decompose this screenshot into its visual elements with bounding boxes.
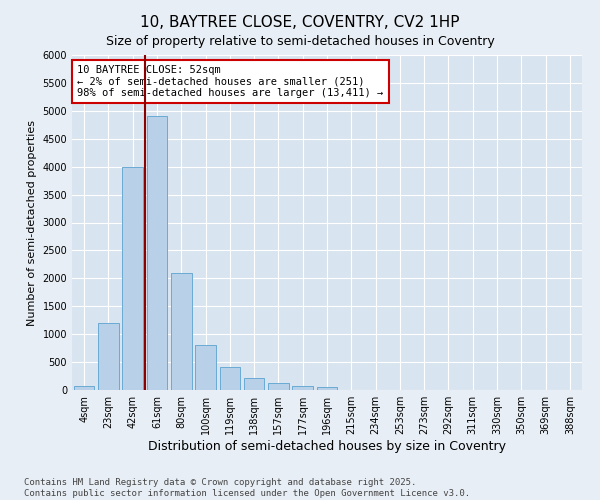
Text: Contains HM Land Registry data © Crown copyright and database right 2025.
Contai: Contains HM Land Registry data © Crown c…	[24, 478, 470, 498]
Text: Size of property relative to semi-detached houses in Coventry: Size of property relative to semi-detach…	[106, 35, 494, 48]
Bar	[171, 273, 191, 390]
Y-axis label: Number of semi-detached properties: Number of semi-detached properties	[27, 120, 37, 326]
X-axis label: Distribution of semi-detached houses by size in Coventry: Distribution of semi-detached houses by …	[148, 440, 506, 453]
Bar	[74, 386, 94, 390]
Bar	[292, 386, 313, 390]
Bar	[317, 387, 337, 390]
Bar	[195, 346, 216, 390]
Bar	[146, 116, 167, 390]
Bar	[268, 382, 289, 390]
Bar	[122, 166, 143, 390]
Bar	[220, 366, 240, 390]
Bar	[244, 378, 265, 390]
Text: 10 BAYTREE CLOSE: 52sqm
← 2% of semi-detached houses are smaller (251)
98% of se: 10 BAYTREE CLOSE: 52sqm ← 2% of semi-det…	[77, 65, 383, 98]
Text: 10, BAYTREE CLOSE, COVENTRY, CV2 1HP: 10, BAYTREE CLOSE, COVENTRY, CV2 1HP	[140, 15, 460, 30]
Bar	[98, 323, 119, 390]
